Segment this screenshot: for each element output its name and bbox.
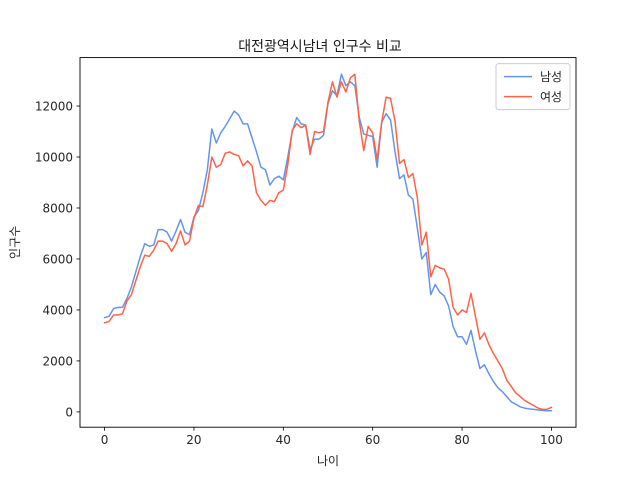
y-tick-label: 12000 [35, 100, 73, 114]
x-tick-label: 40 [276, 433, 291, 447]
x-axis: 0 20 40 60 80 100 [101, 427, 563, 447]
x-tick-label: 60 [365, 433, 380, 447]
x-tick-label: 20 [186, 433, 201, 447]
plot-area-frame [79, 57, 577, 428]
chart-title: 대전광역시남녀 인구수 비교 [238, 39, 402, 55]
y-axis: 0 2000 4000 6000 8000 10000 12000 [35, 100, 80, 419]
legend-label-male: 남성 [540, 70, 562, 84]
y-tick-label: 0 [65, 405, 73, 419]
x-tick-label: 0 [101, 433, 109, 447]
y-tick-label: 10000 [35, 151, 73, 165]
x-tick-label: 100 [540, 433, 563, 447]
x-tick-label: 80 [454, 433, 469, 447]
series-layer [103, 73, 553, 412]
series-line-female [103, 73, 553, 411]
y-tick-label: 4000 [42, 303, 73, 317]
y-tick-label: 2000 [42, 354, 73, 368]
y-axis-label: 인구수 [8, 226, 22, 259]
legend-label-female: 여성 [540, 90, 562, 104]
y-tick-label: 8000 [42, 201, 73, 215]
legend-box [495, 63, 571, 111]
y-tick-label: 6000 [42, 252, 73, 266]
x-axis-label: 나이 [317, 454, 339, 468]
